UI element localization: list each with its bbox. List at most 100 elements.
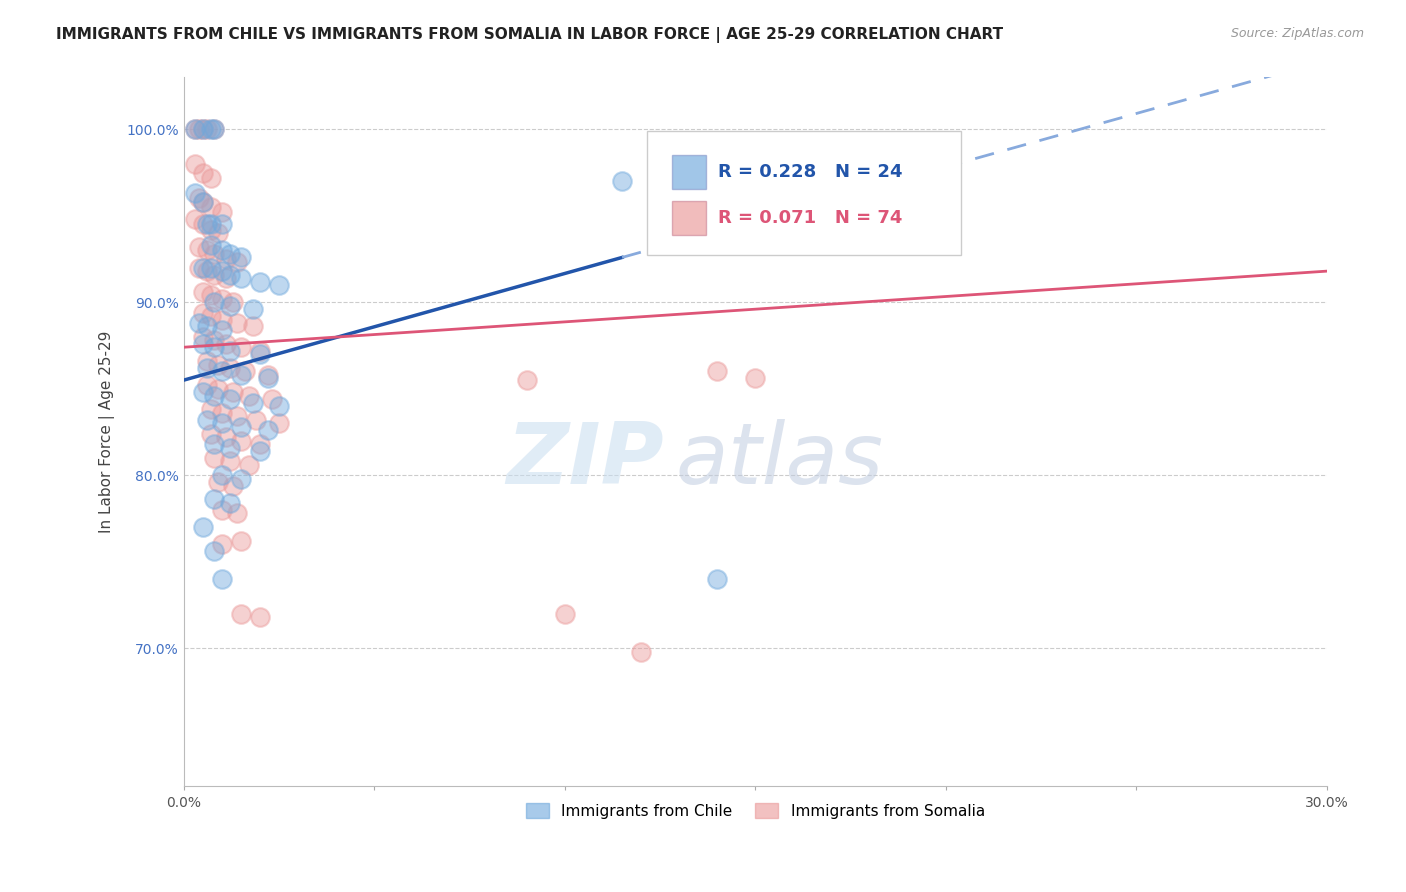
Point bbox=[195, 319, 218, 334]
Point bbox=[195, 354, 218, 368]
Point bbox=[229, 607, 252, 621]
Point bbox=[229, 533, 252, 548]
Point bbox=[211, 292, 233, 306]
Point bbox=[269, 417, 291, 431]
Point bbox=[226, 316, 249, 330]
Point bbox=[184, 212, 207, 227]
Point bbox=[204, 544, 226, 558]
Text: IMMIGRANTS FROM CHILE VS IMMIGRANTS FROM SOMALIA IN LABOR FORCE | AGE 25-29 CORR: IMMIGRANTS FROM CHILE VS IMMIGRANTS FROM… bbox=[56, 27, 1004, 43]
Point bbox=[200, 402, 222, 417]
Point bbox=[204, 340, 226, 354]
Point bbox=[188, 260, 211, 275]
Point bbox=[218, 496, 240, 510]
Point bbox=[260, 392, 283, 406]
Point bbox=[233, 364, 256, 378]
Point bbox=[191, 285, 214, 299]
Point bbox=[706, 364, 728, 378]
Point bbox=[195, 264, 218, 278]
Point bbox=[249, 275, 271, 289]
Point bbox=[204, 389, 226, 403]
Point bbox=[204, 268, 226, 282]
Point bbox=[242, 319, 264, 334]
Point bbox=[229, 368, 252, 382]
Point bbox=[195, 378, 218, 392]
Point bbox=[222, 295, 245, 310]
Point bbox=[211, 417, 233, 431]
Point bbox=[218, 343, 240, 358]
Point bbox=[211, 502, 233, 516]
Point bbox=[204, 334, 226, 348]
Point bbox=[630, 644, 652, 658]
Point bbox=[218, 299, 240, 313]
Point bbox=[204, 122, 226, 136]
Point bbox=[188, 122, 211, 136]
Point bbox=[211, 537, 233, 551]
Point bbox=[249, 610, 271, 624]
Point bbox=[218, 454, 240, 468]
Point bbox=[215, 271, 238, 285]
Point bbox=[200, 218, 222, 232]
Point bbox=[188, 240, 211, 254]
Point bbox=[211, 323, 233, 337]
Point bbox=[744, 371, 766, 385]
Point bbox=[222, 478, 245, 492]
Point bbox=[211, 364, 233, 378]
Point bbox=[207, 382, 229, 396]
Point bbox=[184, 157, 207, 171]
Legend: Immigrants from Chile, Immigrants from Somalia: Immigrants from Chile, Immigrants from S… bbox=[520, 797, 991, 825]
Point bbox=[229, 340, 252, 354]
Point bbox=[200, 200, 222, 214]
Point bbox=[211, 264, 233, 278]
Point bbox=[211, 468, 233, 483]
Point bbox=[211, 205, 233, 219]
Point bbox=[554, 607, 576, 621]
Point bbox=[249, 444, 271, 458]
Point bbox=[195, 122, 218, 136]
Point bbox=[207, 226, 229, 240]
Point bbox=[218, 247, 240, 261]
Point bbox=[211, 312, 233, 326]
Point bbox=[200, 222, 222, 236]
Point bbox=[269, 277, 291, 292]
Point bbox=[256, 423, 278, 437]
Point bbox=[211, 218, 233, 232]
Point bbox=[204, 437, 226, 451]
Point bbox=[204, 450, 226, 465]
FancyBboxPatch shape bbox=[647, 130, 962, 255]
Point bbox=[215, 252, 238, 266]
Point bbox=[195, 218, 218, 232]
Point bbox=[610, 174, 633, 188]
Point bbox=[229, 271, 252, 285]
Point bbox=[229, 250, 252, 264]
Y-axis label: In Labor Force | Age 25-29: In Labor Force | Age 25-29 bbox=[100, 331, 115, 533]
Point bbox=[226, 409, 249, 424]
Point bbox=[222, 385, 245, 400]
Point bbox=[706, 572, 728, 586]
Point bbox=[191, 194, 214, 209]
Text: R = 0.228   N = 24: R = 0.228 N = 24 bbox=[717, 163, 903, 181]
Point bbox=[188, 192, 211, 206]
Point bbox=[249, 343, 271, 358]
Point bbox=[218, 268, 240, 282]
Point bbox=[242, 395, 264, 409]
Point bbox=[200, 309, 222, 323]
Point bbox=[195, 244, 218, 258]
Point bbox=[229, 434, 252, 448]
Text: atlas: atlas bbox=[675, 419, 883, 502]
Point bbox=[188, 316, 211, 330]
Point bbox=[269, 399, 291, 413]
FancyBboxPatch shape bbox=[672, 201, 706, 235]
Point bbox=[200, 122, 222, 136]
Point bbox=[226, 506, 249, 520]
Point bbox=[211, 406, 233, 420]
Point bbox=[191, 122, 214, 136]
Point bbox=[191, 122, 214, 136]
Point bbox=[195, 413, 218, 427]
Point bbox=[204, 247, 226, 261]
Point bbox=[191, 330, 214, 344]
Point bbox=[207, 475, 229, 489]
Point bbox=[256, 368, 278, 382]
Text: ZIP: ZIP bbox=[506, 419, 664, 502]
Point bbox=[195, 361, 218, 376]
Point bbox=[184, 122, 207, 136]
